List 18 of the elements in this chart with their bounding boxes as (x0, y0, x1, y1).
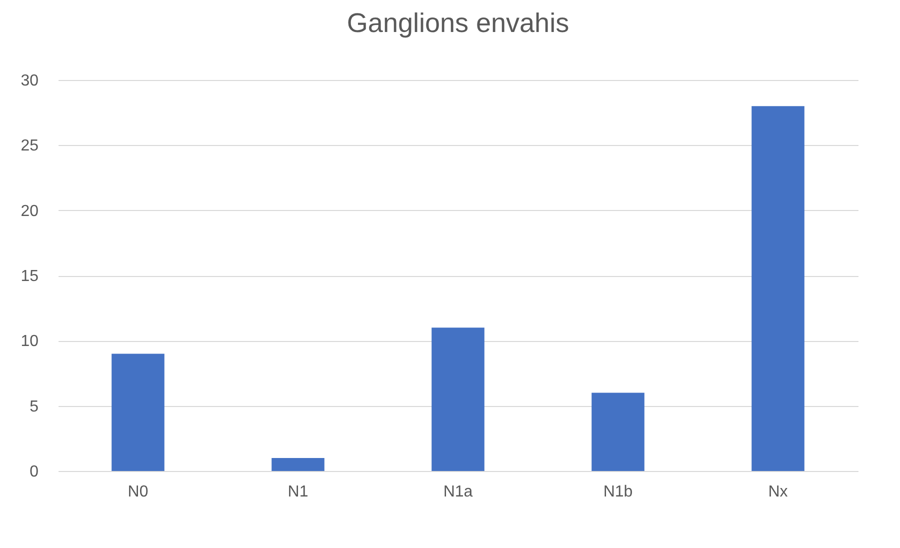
y-tick-label: 20 (20, 202, 39, 220)
chart-title: Ganglions envahis (346, 8, 570, 38)
x-tick-label: N1 (288, 484, 308, 500)
y-tick-label: 15 (20, 268, 39, 285)
bar (432, 328, 484, 471)
y-tick-label: 5 (30, 398, 39, 416)
y-tick-label: 0 (30, 464, 39, 480)
x-tick-label: N0 (128, 484, 148, 500)
y-tick-label: 30 (20, 72, 39, 90)
bar (272, 458, 324, 471)
x-tick-label: Nx (768, 484, 788, 500)
x-tick-label: N1b (603, 484, 633, 500)
bar (112, 354, 164, 471)
y-tick-label: 10 (20, 333, 39, 350)
x-tick-label: N1a (443, 484, 473, 500)
y-tick-label: 25 (20, 138, 39, 155)
bar (592, 392, 644, 471)
bar (752, 106, 804, 471)
